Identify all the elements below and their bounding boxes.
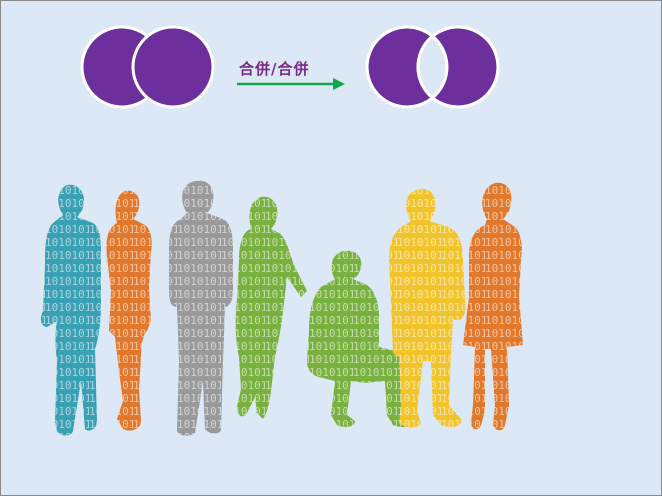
person-yellow: [389, 188, 466, 428]
person-green-seated: [307, 250, 412, 428]
merge-label: 合併/合併: [239, 60, 310, 78]
venn-before: [80, 25, 215, 109]
person-gray: [169, 180, 233, 436]
venn-after: [365, 25, 500, 109]
person-green-standing: [235, 196, 307, 419]
circle-left-b: [131, 25, 215, 109]
intersection-lens: [418, 27, 447, 107]
merge-arrow: [237, 78, 345, 90]
person-orange-left: [106, 190, 152, 431]
people-group: [40, 180, 523, 436]
person-teal: [40, 184, 101, 436]
person-orange-right: [463, 182, 523, 431]
